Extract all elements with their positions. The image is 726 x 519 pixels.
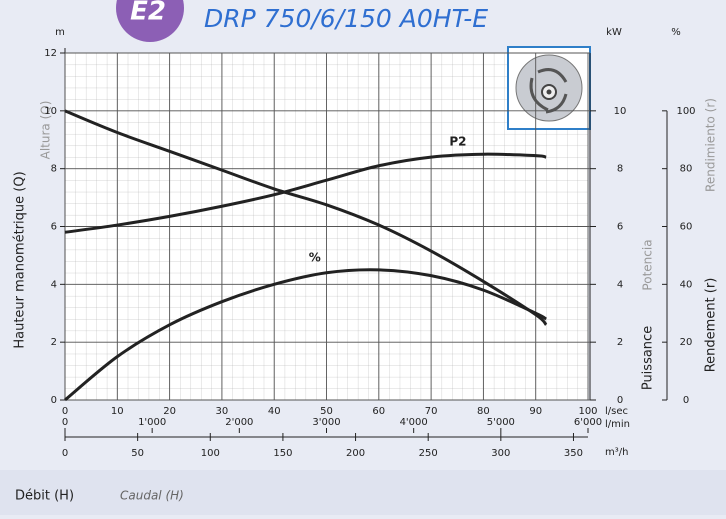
x-tick-label: 90 bbox=[529, 406, 542, 417]
x2-tick-label: 6'000 bbox=[574, 417, 602, 428]
x-tick-label: 70 bbox=[425, 406, 438, 417]
curve bbox=[64, 109, 548, 326]
x-tick-label: 60 bbox=[372, 406, 385, 417]
y-tick-label: 10 bbox=[44, 106, 57, 117]
y2-tick-label: 6 bbox=[617, 222, 623, 233]
y2-tick-label: 8 bbox=[617, 164, 623, 175]
curve-label: P2 bbox=[449, 135, 466, 149]
y2-unit: kW bbox=[606, 27, 622, 38]
x-tick-label: 50 bbox=[320, 406, 333, 417]
y3-tick-label: 40 bbox=[680, 279, 693, 290]
y-tick-label: 2 bbox=[51, 337, 57, 348]
x-tick-label: 20 bbox=[163, 406, 176, 417]
x2-tick-label: 2'000 bbox=[225, 417, 253, 428]
x-tick-label: 0 bbox=[62, 406, 68, 417]
x-tick-label: 80 bbox=[477, 406, 490, 417]
curve bbox=[64, 268, 547, 402]
x2-tick-label: 0 bbox=[62, 417, 68, 428]
y-tick-label: 6 bbox=[51, 222, 57, 233]
y3-tick-label: 20 bbox=[680, 337, 693, 348]
badge-text: E2 bbox=[130, 0, 166, 27]
y3-tick-label: 80 bbox=[680, 164, 693, 175]
x2-unit: l/min bbox=[605, 419, 630, 430]
x2-tick-label: 5'000 bbox=[487, 417, 515, 428]
curve bbox=[64, 152, 547, 234]
x3-tick-label: 0 bbox=[62, 448, 68, 459]
x-label-alt: Caudal (H) bbox=[120, 489, 184, 503]
y-tick-label: 8 bbox=[51, 164, 57, 175]
x-tick-label: 10 bbox=[111, 406, 124, 417]
x-tick-label: 100 bbox=[578, 406, 597, 417]
x2-tick-label: 3'000 bbox=[312, 417, 340, 428]
chart-title: DRP 750/6/150 A0HT-E bbox=[204, 4, 488, 33]
y-tick-label: 4 bbox=[51, 279, 57, 290]
x3-tick-label: 50 bbox=[131, 448, 144, 459]
x2-tick-label: 1'000 bbox=[138, 417, 166, 428]
footer-band bbox=[0, 470, 726, 515]
x3-tick-label: 200 bbox=[346, 448, 365, 459]
y3-tick-label: 0 bbox=[683, 395, 689, 406]
y2-tick-label: 2 bbox=[617, 337, 623, 348]
x3-tick-label: 350 bbox=[564, 448, 583, 459]
x3-unit: m³/h bbox=[605, 447, 628, 458]
x3-tick-label: 250 bbox=[419, 448, 438, 459]
y-tick-label: 0 bbox=[51, 395, 57, 406]
badge bbox=[116, 0, 184, 42]
y-label-alt: Altura (Q) bbox=[39, 101, 53, 160]
x3-tick-label: 100 bbox=[201, 448, 220, 459]
y3-label: Rendement (r) bbox=[704, 278, 719, 373]
x-tick-label: 30 bbox=[216, 406, 229, 417]
y-unit: m bbox=[55, 27, 65, 38]
x2-tick-label: 4'000 bbox=[400, 417, 428, 428]
x-unit: l/sec bbox=[605, 406, 628, 417]
x3-tick-label: 150 bbox=[273, 448, 292, 459]
y3-label-alt: Rendimiento (r) bbox=[704, 98, 718, 192]
y2-tick-label: 4 bbox=[617, 279, 623, 290]
y-label: Hauteur manométrique (Q) bbox=[13, 171, 28, 348]
y2-tick-label: 0 bbox=[617, 395, 623, 406]
x-tick-label: 40 bbox=[268, 406, 281, 417]
y2-label-alt: Potencia bbox=[641, 239, 655, 290]
y2-tick-label: 10 bbox=[614, 106, 627, 117]
x-label: Débit (H) bbox=[15, 489, 74, 504]
curve-label: % bbox=[309, 250, 321, 264]
y-tick-label: 12 bbox=[44, 48, 57, 59]
y3-unit: % bbox=[671, 27, 681, 38]
x3-tick-label: 300 bbox=[491, 448, 510, 459]
y3-tick-label: 100 bbox=[676, 106, 695, 117]
impeller-icon bbox=[507, 46, 591, 130]
y3-tick-label: 60 bbox=[680, 222, 693, 233]
y2-label: Puissance bbox=[641, 326, 656, 390]
